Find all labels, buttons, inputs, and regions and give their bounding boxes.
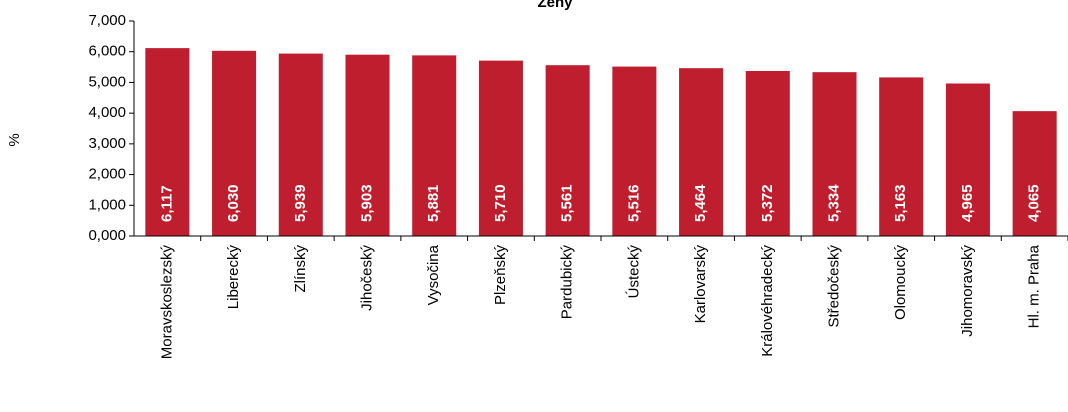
x-tick-label: Hl. m. Praha	[1026, 244, 1043, 328]
bar	[745, 71, 790, 236]
data-label: 6,117	[158, 185, 175, 222]
data-label: 6,030	[225, 184, 242, 222]
data-label: 5,903	[358, 184, 375, 222]
x-tick-label: Jihomoravský	[959, 245, 976, 337]
data-label: 5,372	[759, 184, 776, 222]
y-tick-label: 1,000	[88, 196, 126, 213]
chart-title: Ženy	[537, 0, 573, 11]
x-tick-label: Pardubický	[559, 245, 576, 320]
data-label: 5,561	[559, 184, 576, 222]
bar	[945, 83, 990, 236]
bar	[345, 54, 390, 236]
y-tick-label: 2,000	[88, 166, 126, 183]
data-label: 4,965	[959, 184, 976, 222]
x-tick-label: Zlínský	[292, 245, 309, 293]
data-label: 5,163	[892, 184, 909, 222]
bar	[545, 65, 590, 236]
bar	[679, 68, 724, 236]
y-tick-label: 3,000	[88, 135, 126, 152]
x-tick-label: Plzeňský	[492, 245, 509, 306]
x-tick-label: Středočeský	[825, 245, 842, 328]
bar	[212, 50, 257, 236]
bar	[612, 66, 657, 236]
bar	[812, 72, 857, 236]
data-label: 5,516	[625, 184, 642, 222]
bar	[145, 48, 190, 237]
x-tick-label: Karlovarský	[692, 245, 709, 324]
data-label: 5,710	[492, 184, 509, 222]
y-axis-label: %	[6, 133, 23, 146]
data-label: 4,065	[1026, 184, 1043, 222]
x-tick-label: Královéhradecký	[759, 245, 776, 357]
data-label: 5,464	[692, 184, 709, 222]
data-label: 5,334	[825, 184, 842, 222]
x-tick-label: Moravskoslezský	[158, 245, 175, 360]
x-tick-label: Ústecký	[625, 245, 642, 299]
data-label: 5,881	[425, 184, 442, 222]
bar	[879, 77, 924, 236]
data-label: 5,939	[292, 184, 309, 222]
x-tick-label: Vysočina	[425, 244, 442, 305]
y-tick-label: 4,000	[88, 104, 126, 121]
y-tick-label: 7,000	[88, 12, 126, 29]
y-tick-label: 5,000	[88, 73, 126, 90]
bar	[478, 60, 523, 236]
x-tick-label: Liberecký	[225, 245, 242, 310]
y-tick-label: 0,000	[88, 227, 126, 244]
bar	[1012, 111, 1057, 236]
x-tick-label: Olomoucký	[892, 245, 909, 321]
x-tick-label: Jihočeský	[358, 245, 375, 311]
y-tick-label: 6,000	[88, 43, 126, 60]
bar	[412, 55, 457, 236]
bar	[278, 53, 323, 236]
